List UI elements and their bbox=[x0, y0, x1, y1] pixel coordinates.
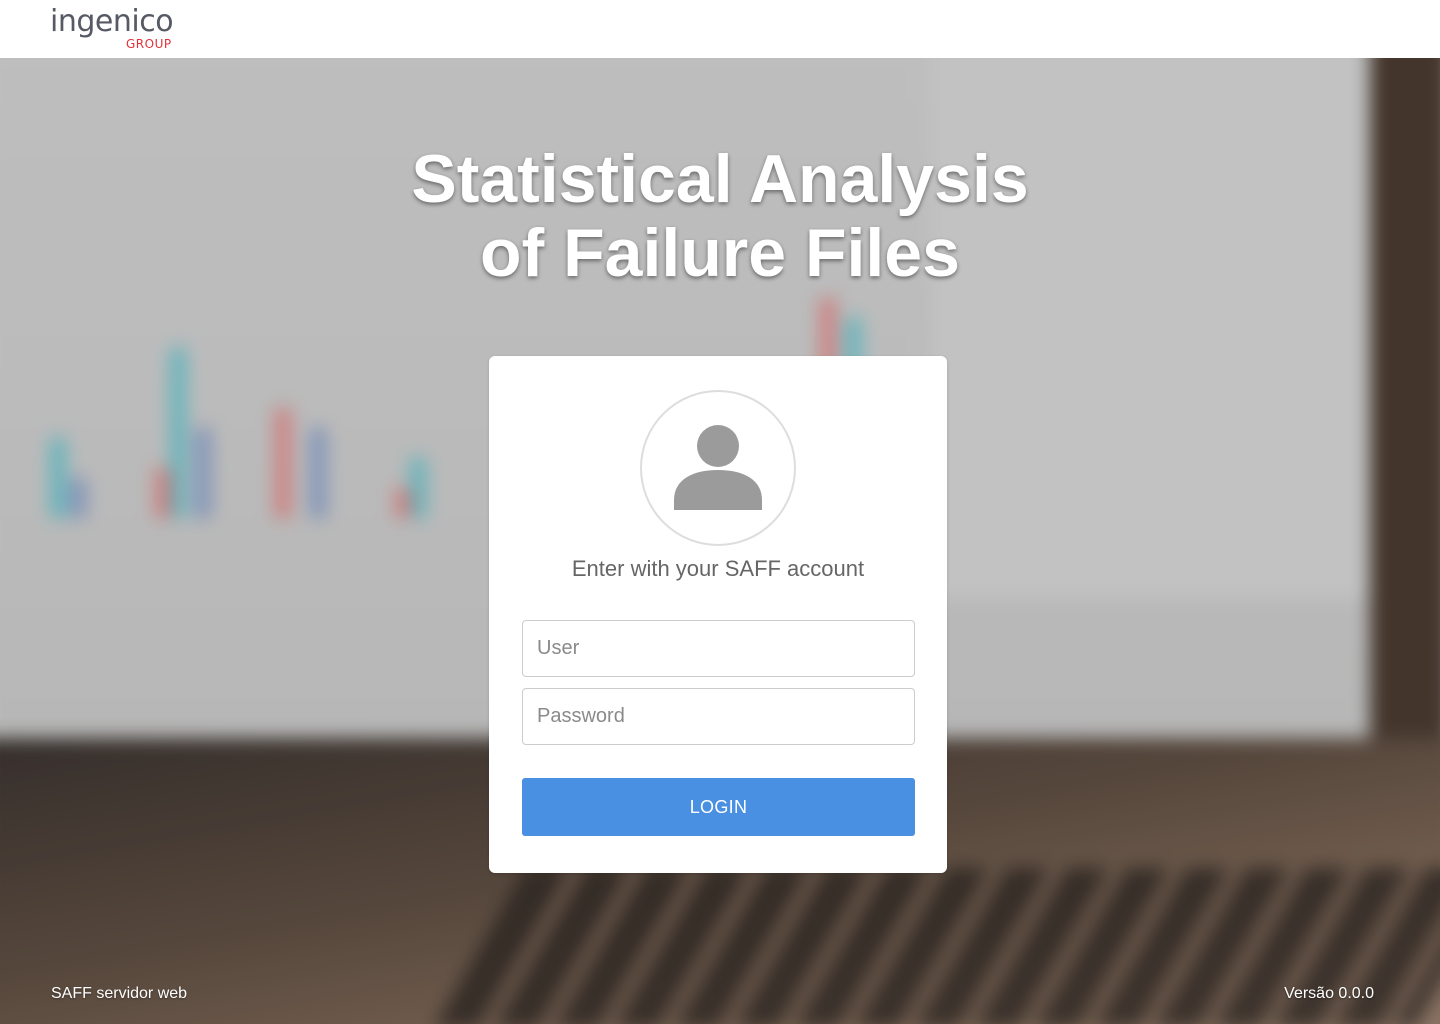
page-title: Statistical Analysis of Failure Files bbox=[320, 142, 1120, 290]
ingenico-logo[interactable]: ingenico GROUP bbox=[50, 4, 180, 54]
footer-app-name: SAFF servidor web bbox=[51, 985, 188, 1002]
user-icon bbox=[674, 425, 762, 510]
login-subtitle: Enter with your SAFF account bbox=[571, 556, 865, 581]
user-input[interactable] bbox=[522, 620, 915, 677]
title-line-2: of Failure Files bbox=[480, 215, 960, 291]
login-button[interactable]: LOGIN bbox=[522, 778, 915, 836]
footer-version: Versão 0.0.0 bbox=[1284, 985, 1374, 1002]
login-card: Enter with your SAFF account LOGIN bbox=[489, 356, 947, 873]
avatar bbox=[640, 390, 796, 546]
logo-wordmark: ingenico bbox=[50, 4, 174, 39]
logo-group-label: GROUP bbox=[126, 37, 172, 51]
title-line-1: Statistical Analysis bbox=[411, 141, 1029, 217]
password-input[interactable] bbox=[522, 688, 915, 745]
top-bar: ingenico GROUP bbox=[0, 0, 1440, 58]
